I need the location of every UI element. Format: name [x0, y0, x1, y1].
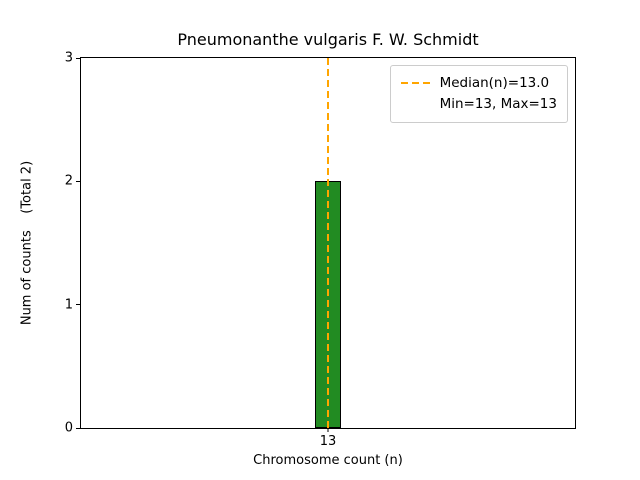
y-tick-mark — [76, 57, 80, 59]
y-tick-label: 0 — [64, 420, 73, 436]
legend-label-median: Median(n)=13.0 — [439, 75, 550, 91]
chart-title: Pneumonanthe vulgaris F. W. Schmidt — [177, 30, 479, 49]
y-tick-mark — [76, 304, 80, 306]
median-line — [327, 58, 329, 428]
legend: Median(n)=13.0 Min=13, Max=13 — [389, 65, 568, 123]
legend-row-median: Median(n)=13.0 — [400, 73, 557, 94]
legend-row-minmax: Min=13, Max=13 — [401, 94, 557, 115]
dashed-line-icon — [400, 82, 431, 85]
y-tick-label: 1 — [64, 297, 73, 313]
x-tick-label: 13 — [319, 434, 337, 449]
plot-area: Median(n)=13.0 Min=13, Max=13 13 0 1 2 3 — [65, 51, 576, 449]
y-tick-mark — [76, 180, 80, 182]
y-tick-label: 3 — [64, 50, 73, 66]
x-axis-label: Chromosome count (n) — [253, 453, 403, 468]
y-axis-label: Num of counts (Total 2) — [19, 160, 35, 326]
y-tick-mark — [76, 427, 80, 429]
y-tick-label: 2 — [64, 173, 73, 189]
x-tick-mark — [327, 428, 329, 432]
legend-label-minmax: Min=13, Max=13 — [439, 95, 557, 112]
legend-sample-spacer — [401, 103, 431, 105]
